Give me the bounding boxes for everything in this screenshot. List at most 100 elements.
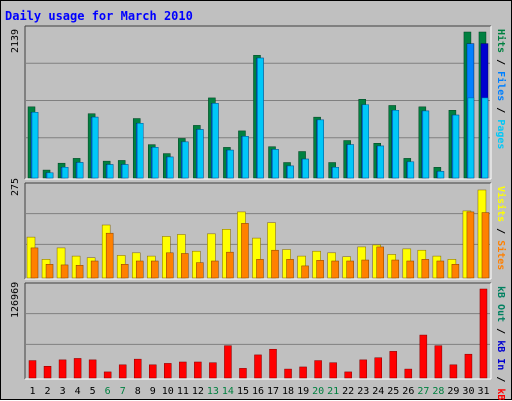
sites-bar: [481, 212, 490, 279]
day-label: 2: [45, 386, 51, 397]
pages-bar: [422, 110, 430, 179]
sites-bar: [30, 247, 39, 279]
day-label: 31: [477, 386, 489, 397]
day-label: 28: [432, 386, 444, 397]
top-ymax-label: 2139: [10, 29, 21, 53]
kbf-bar: [359, 359, 367, 379]
pages-bar: [467, 97, 475, 179]
day-label: 25: [387, 386, 399, 397]
day-label: 16: [252, 386, 264, 397]
sites-bar: [151, 260, 159, 279]
kbf-bar: [28, 360, 37, 379]
pages-bar: [287, 165, 294, 179]
kbf-bar: [464, 353, 473, 379]
day-label: 15: [237, 386, 249, 397]
kbf-bar: [254, 354, 262, 379]
pages-bar: [212, 103, 219, 179]
pages-bar: [407, 161, 415, 179]
day-label: 14: [222, 386, 234, 397]
sites-bar: [211, 260, 219, 279]
kbf-bar: [224, 345, 232, 379]
sites-bar: [316, 260, 324, 279]
day-label: 11: [177, 386, 189, 397]
day-label: 4: [75, 386, 81, 397]
pages-bar: [332, 167, 339, 179]
day-label: 29: [447, 386, 459, 397]
day-label: 13: [207, 386, 219, 397]
pages-bar: [272, 149, 279, 179]
kbf-bar: [194, 361, 202, 379]
day-label: 9: [150, 386, 156, 397]
kbf-bar: [314, 360, 322, 379]
pages-bar: [302, 158, 309, 179]
sites-bar: [331, 260, 339, 279]
sites-bar: [120, 264, 129, 279]
sites-bar: [301, 265, 309, 279]
middle-legend: Visits / Sites: [495, 186, 507, 270]
day-label: 10: [162, 386, 174, 397]
pages-bar: [91, 116, 99, 179]
pages-bar: [317, 119, 324, 179]
day-label: 17: [267, 386, 279, 397]
kbf-bar: [103, 371, 112, 379]
pages-bar: [31, 112, 39, 179]
kbf-bar: [374, 357, 382, 379]
day-label: 27: [417, 386, 429, 397]
sites-bar: [241, 223, 249, 279]
day-label: 5: [90, 386, 96, 397]
sites-bar: [256, 259, 264, 279]
kbf-bar: [329, 362, 337, 379]
pages-bar: [106, 164, 114, 179]
top-legend: Hits / Files / Pages: [495, 29, 507, 149]
day-label: 20: [312, 386, 324, 397]
kbf-bar: [118, 364, 127, 379]
chart-title: Daily usage for March 2010: [5, 9, 193, 23]
day-label: 1: [30, 386, 36, 397]
kbf-bar: [434, 345, 443, 379]
pages-bar: [152, 147, 159, 179]
day-label: 22: [342, 386, 354, 397]
pages-bar: [76, 162, 84, 179]
sites-bar: [376, 246, 384, 279]
pages-bar: [242, 136, 249, 179]
sites-bar: [45, 264, 54, 279]
kbf-bar: [58, 359, 67, 379]
day-label: 7: [120, 386, 126, 397]
pages-bar: [167, 156, 174, 179]
pages-bar: [121, 164, 129, 179]
pages-bar: [136, 123, 144, 179]
day-label: 8: [135, 386, 141, 397]
day-label: 18: [282, 386, 294, 397]
kbf-bar: [149, 364, 157, 379]
sites-bar: [451, 264, 460, 279]
middle-ymax-label: 275: [10, 178, 21, 196]
pages-bar: [61, 167, 69, 179]
pages-bar: [227, 149, 234, 179]
bottom-ymax-label: 126969: [10, 282, 21, 318]
kbf-bar: [43, 365, 52, 379]
day-label: 6: [105, 386, 111, 397]
pages-bar: [46, 172, 54, 179]
kbf-bar: [209, 362, 217, 379]
kbf-bar: [164, 363, 172, 379]
kbf-bar: [404, 368, 413, 379]
pages-bar: [347, 144, 354, 179]
pages-bar: [392, 110, 400, 179]
kbf-bar: [284, 368, 292, 379]
sites-bar: [466, 211, 475, 279]
sites-bar: [361, 259, 369, 279]
pages-bar: [452, 114, 460, 179]
sites-bar: [60, 264, 69, 279]
kbf-bar: [73, 358, 82, 379]
kbf-bar: [88, 359, 97, 379]
day-label: 26: [402, 386, 414, 397]
day-label: 3: [60, 386, 66, 397]
kbf-bar: [479, 288, 488, 379]
day-label: 30: [462, 386, 474, 397]
sites-bar: [406, 260, 415, 279]
day-label: 24: [372, 386, 384, 397]
sites-bar: [391, 259, 400, 279]
pages-bar: [197, 129, 204, 179]
